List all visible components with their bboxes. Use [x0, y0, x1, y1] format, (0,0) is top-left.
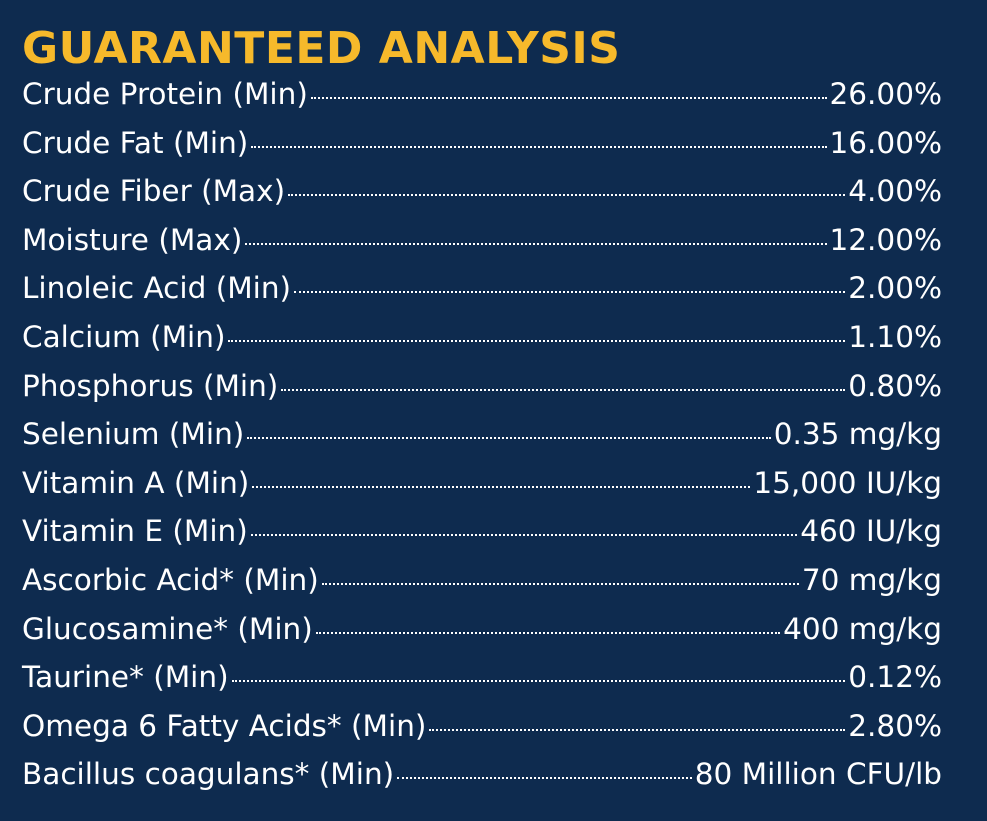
- analysis-row: Crude Fiber (Max) 4.00%: [22, 167, 942, 216]
- nutrient-value: 26.00%: [829, 77, 942, 111]
- nutrient-label: Linoleic Acid (Min): [22, 271, 292, 306]
- nutrient-value: 2.00%: [848, 271, 942, 306]
- analysis-row: Glucosamine* (Min) 400 mg/kg: [22, 605, 942, 654]
- nutrient-value: 0.12%: [848, 660, 942, 695]
- analysis-row: Bacillus coagulans* (Min) 80 Million CFU…: [22, 750, 942, 799]
- page-title: GUARANTEED ANALYSIS: [22, 23, 621, 74]
- analysis-row: Moisture (Max) 12.00%: [22, 216, 942, 265]
- nutrient-value: 70 mg/kg: [801, 562, 942, 597]
- dot-leader: [245, 242, 827, 245]
- dot-leader: [251, 145, 827, 148]
- dot-leader: [250, 534, 798, 537]
- dot-leader: [288, 194, 846, 197]
- nutrient-value: 460 IU/kg: [800, 514, 942, 549]
- nutrient-label: Bacillus coagulans* (Min): [22, 757, 395, 792]
- nutrient-value: 4.00%: [848, 174, 942, 209]
- analysis-row: Vitamin E (Min) 460 IU/kg: [22, 507, 942, 556]
- nutrient-value: 0.80%: [848, 368, 942, 403]
- nutrient-label: Ascorbic Acid* (Min): [22, 562, 319, 597]
- nutrient-value: 15,000 IU/kg: [753, 465, 942, 500]
- nutrient-label: Calcium (Min): [22, 319, 226, 354]
- analysis-row: Linoleic Acid (Min) 2.00%: [22, 264, 942, 313]
- analysis-list: Crude Protein (Min) 26.00% Crude Fat (Mi…: [22, 70, 942, 799]
- nutrient-label: Selenium (Min): [22, 417, 245, 452]
- dot-leader: [429, 728, 846, 731]
- analysis-row: Crude Protein (Min) 26.00%: [22, 70, 942, 119]
- analysis-row: Calcium (Min) 1.10%: [22, 313, 942, 362]
- dot-leader: [231, 680, 846, 683]
- nutrient-label: Crude Fiber (Max): [22, 174, 286, 209]
- nutrient-value: 80 Million CFU/lb: [694, 757, 942, 792]
- nutrient-value: 1.10%: [848, 319, 942, 354]
- nutrient-value: 0.35 mg/kg: [773, 417, 942, 452]
- dot-leader: [281, 388, 846, 391]
- nutrient-label: Crude Fat (Min): [22, 125, 249, 160]
- dot-leader: [294, 291, 846, 294]
- analysis-row: Omega 6 Fatty Acids* (Min) 2.80%: [22, 702, 942, 751]
- nutrient-value: 12.00%: [829, 222, 942, 257]
- analysis-row: Taurine* (Min) 0.12%: [22, 653, 942, 702]
- dot-leader: [321, 582, 799, 585]
- analysis-row: Vitamin A (Min) 15,000 IU/kg: [22, 459, 942, 508]
- nutrient-value: 400 mg/kg: [783, 611, 942, 646]
- nutrient-value: 16.00%: [829, 125, 942, 160]
- nutrient-label: Omega 6 Fatty Acids* (Min): [22, 708, 427, 743]
- dot-leader: [247, 437, 771, 440]
- nutrient-label: Vitamin A (Min): [22, 465, 250, 500]
- dot-leader: [252, 485, 751, 488]
- analysis-row: Selenium (Min) 0.35 mg/kg: [22, 410, 942, 459]
- dot-leader: [315, 631, 781, 634]
- nutrient-label: Taurine* (Min): [22, 660, 229, 695]
- analysis-row: Crude Fat (Min) 16.00%: [22, 119, 942, 168]
- nutrient-label: Moisture (Max): [22, 222, 243, 257]
- nutrient-value: 2.80%: [848, 708, 942, 743]
- nutrient-label: Vitamin E (Min): [22, 514, 248, 549]
- analysis-row: Ascorbic Acid* (Min) 70 mg/kg: [22, 556, 942, 605]
- analysis-row: Phosphorus (Min) 0.80%: [22, 362, 942, 411]
- nutrient-label: Glucosamine* (Min): [22, 611, 313, 646]
- dot-leader: [228, 339, 846, 342]
- dot-leader: [397, 777, 692, 780]
- nutrient-label: Phosphorus (Min): [22, 368, 279, 403]
- nutrient-label: Crude Protein (Min): [22, 77, 308, 111]
- dot-leader: [310, 97, 827, 99]
